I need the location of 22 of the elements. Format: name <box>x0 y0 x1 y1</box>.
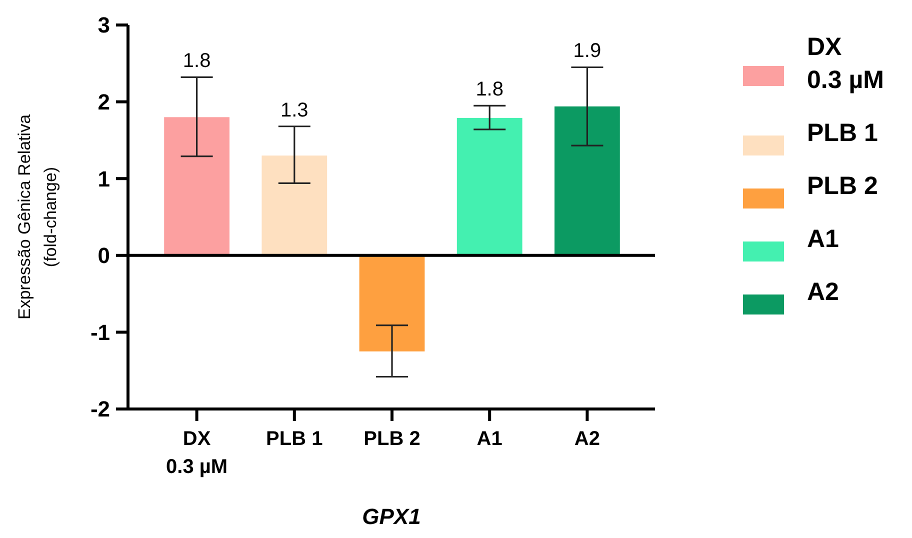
y-axis-title: Expressão Gênica Relativa (fold-change) <box>15 114 60 320</box>
legend-label: A2 <box>807 278 839 306</box>
legend-label: PLB 2 <box>807 172 878 200</box>
x-tick-label: A2 <box>574 428 600 450</box>
y-tick-label: 0 <box>98 243 110 268</box>
x-axis-title: GPX1 <box>362 504 421 529</box>
y-tick-label: -1 <box>90 320 110 345</box>
x-tick-label: DX 0.3 µM <box>166 428 228 478</box>
legend-label: DX 0.3 µM <box>807 33 884 94</box>
y-tick-label: -2 <box>90 396 110 422</box>
data-label: 1.8 <box>476 78 504 101</box>
data-label: 1.3 <box>280 99 308 122</box>
data-label: 1.9 <box>573 40 602 62</box>
x-tick-label: PLB 2 <box>364 428 420 450</box>
legend-label: A1 <box>807 225 840 253</box>
y-tick-label: 3 <box>98 12 110 38</box>
x-tick-label: PLB 1 <box>266 428 323 450</box>
data-label: 1.8 <box>182 50 211 72</box>
x-tick-label: A1 <box>476 428 502 450</box>
y-tick-label: 2 <box>98 90 110 114</box>
y-tick-label: 1 <box>98 166 110 192</box>
legend-label: PLB 1 <box>807 119 878 147</box>
